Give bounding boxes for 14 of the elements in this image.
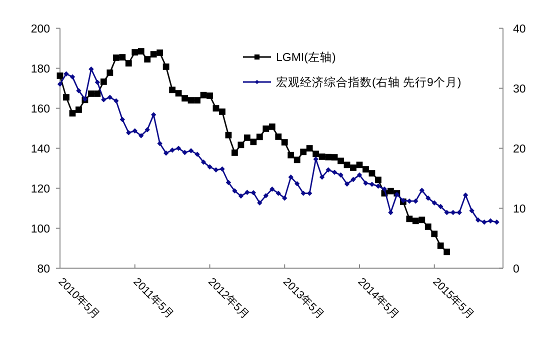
- y-tick-label: 160: [30, 103, 50, 116]
- y2-tick-label: 40: [513, 23, 526, 36]
- y2-tick-label: 30: [513, 83, 526, 96]
- y-tick-label: 140: [30, 143, 50, 156]
- legend-label: LGMI(左轴): [276, 51, 336, 64]
- y-tick-label: 200: [30, 23, 50, 36]
- y-tick-label: 120: [30, 183, 50, 196]
- legend-label: 宏观经济综合指数(右轴 先行9个月): [276, 75, 462, 89]
- y-tick-label: 100: [30, 223, 50, 236]
- y-tick-label: 80: [37, 263, 50, 276]
- y-tick-label: 180: [30, 63, 50, 76]
- y2-tick-label: 0: [513, 263, 520, 276]
- y2-tick-label: 20: [513, 143, 526, 156]
- y2-tick-label: 10: [513, 203, 526, 216]
